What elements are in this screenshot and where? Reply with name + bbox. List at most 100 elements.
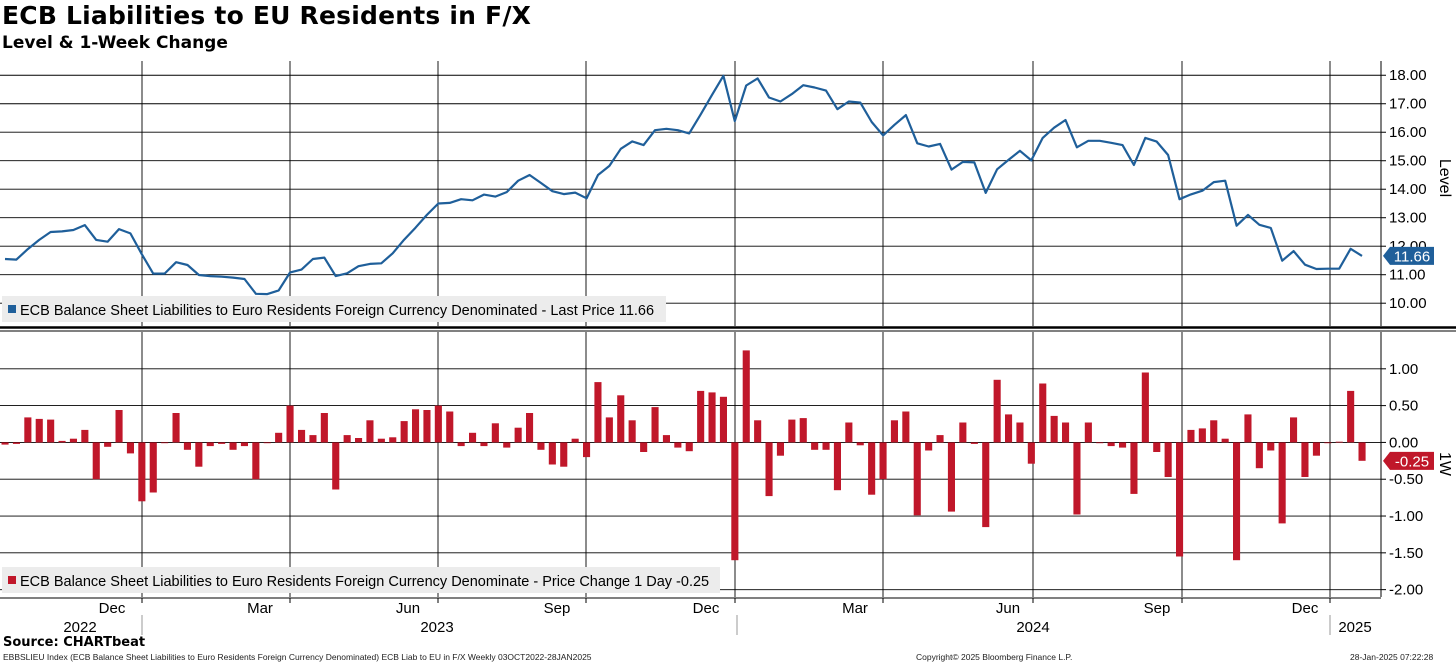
x-month-label: Dec — [99, 600, 126, 617]
change-bar — [1176, 442, 1184, 557]
change-bar — [993, 379, 1001, 443]
change-bar — [92, 442, 100, 480]
x-month-label: Dec — [693, 600, 720, 617]
change-bar — [697, 390, 705, 443]
change-tick-label: 0.50 — [1389, 398, 1418, 415]
change-bar — [1324, 442, 1332, 444]
change-bar — [457, 442, 465, 447]
change-bar — [594, 382, 602, 443]
level-legend-box — [2, 296, 666, 322]
change-bar — [172, 413, 180, 443]
change-bar — [1221, 438, 1229, 443]
level-last-value-label: 11.66 — [1394, 248, 1430, 265]
change-bar — [731, 442, 739, 561]
change-tick-label: 0.00 — [1389, 434, 1418, 451]
change-bar — [651, 407, 659, 443]
change-bar — [503, 442, 511, 448]
change-bar — [1198, 428, 1206, 443]
change-bar — [890, 420, 898, 443]
change-bar — [104, 442, 112, 447]
change-bar — [1005, 414, 1013, 443]
change-bar — [959, 422, 967, 443]
change-bar — [1210, 420, 1218, 443]
change-bar — [868, 442, 876, 495]
level-last-value-tag — [1383, 246, 1434, 265]
level-legend-swatch — [8, 305, 16, 313]
change-bar — [1073, 442, 1081, 515]
change-legend-swatch — [8, 576, 16, 584]
change-tick-label: 1.00 — [1389, 361, 1418, 378]
change-bar — [708, 392, 716, 443]
change-bar — [115, 410, 123, 443]
change-axis-title: 1W — [1436, 452, 1453, 477]
change-last-value-label: -0.25 — [1395, 453, 1429, 470]
change-bar — [469, 432, 477, 443]
change-bar — [1278, 442, 1286, 524]
change-tick-label: -2.00 — [1389, 582, 1423, 599]
change-bar — [35, 418, 43, 443]
change-bar — [913, 442, 921, 516]
change-bar — [1050, 415, 1058, 443]
x-year-label: 2024 — [1016, 619, 1049, 636]
level-tick-label: 11.00 — [1389, 267, 1425, 284]
change-bar — [936, 435, 944, 443]
change-bar — [617, 395, 625, 443]
copyright-note: Copyright© 2025 Bloomberg Finance L.P. — [916, 652, 1073, 662]
change-bar — [571, 438, 579, 443]
change-bar — [377, 438, 385, 443]
change-bar — [1233, 442, 1241, 561]
change-bar — [1107, 442, 1115, 447]
change-bar — [229, 442, 237, 450]
change-legend-box — [2, 567, 720, 593]
change-tick-label: -1.50 — [1389, 545, 1423, 562]
change-bar — [526, 413, 534, 443]
change-bar — [138, 442, 146, 502]
x-month-label: Sep — [1144, 600, 1171, 617]
change-bar — [925, 442, 933, 451]
level-series-line — [4, 74, 1363, 296]
change-bar — [58, 440, 66, 443]
change-bar — [275, 432, 283, 443]
index-description: EBBSLIEU Index (ECB Balance Sheet Liabil… — [3, 652, 592, 662]
change-bar — [12, 442, 20, 444]
change-bar — [1301, 442, 1309, 477]
change-bar — [845, 422, 853, 443]
level-tick-label: 13.00 — [1389, 210, 1427, 227]
change-panel: -2.00 -1.50 -1.00 -0.50 0.00 0.50 1.00 1W -0.25 E… — [0, 332, 1453, 599]
change-bar — [1016, 422, 1024, 443]
change-bar — [754, 420, 762, 443]
change-bar — [879, 442, 887, 480]
change-last-value-tag — [1383, 451, 1434, 470]
level-tick-label: 14.00 — [1389, 181, 1427, 198]
change-bar — [788, 419, 796, 443]
x-month-label: Mar — [842, 600, 868, 617]
change-bar — [1244, 414, 1252, 443]
change-bar — [206, 442, 214, 447]
change-bar — [149, 442, 157, 493]
level-tick-label: 17.00 — [1389, 96, 1427, 113]
change-bar — [1312, 442, 1320, 456]
change-bar — [537, 442, 545, 450]
change-legend-text: ECB Balance Sheet Liabilities to Euro Re… — [20, 574, 709, 590]
change-bar — [1130, 442, 1138, 494]
change-bar — [1164, 442, 1172, 477]
x-year-label: 2025 — [1338, 619, 1371, 636]
level-tick-label: 10.00 — [1389, 295, 1427, 312]
chart-subtitle: Level & 1-Week Change — [2, 33, 228, 53]
change-bar — [1347, 390, 1355, 443]
level-tick-label: 18.00 — [1389, 67, 1427, 84]
change-bar — [799, 418, 807, 443]
change-bar — [343, 435, 351, 443]
change-bar — [1267, 442, 1275, 451]
x-month-label: Jun — [396, 600, 420, 617]
change-bar — [742, 350, 750, 443]
change-bar — [822, 442, 830, 450]
x-month-label: Dec — [1292, 600, 1319, 617]
change-bar — [434, 405, 442, 443]
change-bar — [628, 420, 636, 443]
x-year-label: 2023 — [420, 619, 453, 636]
change-bar — [1358, 442, 1366, 461]
change-bar — [662, 435, 670, 443]
change-bar — [320, 413, 328, 443]
